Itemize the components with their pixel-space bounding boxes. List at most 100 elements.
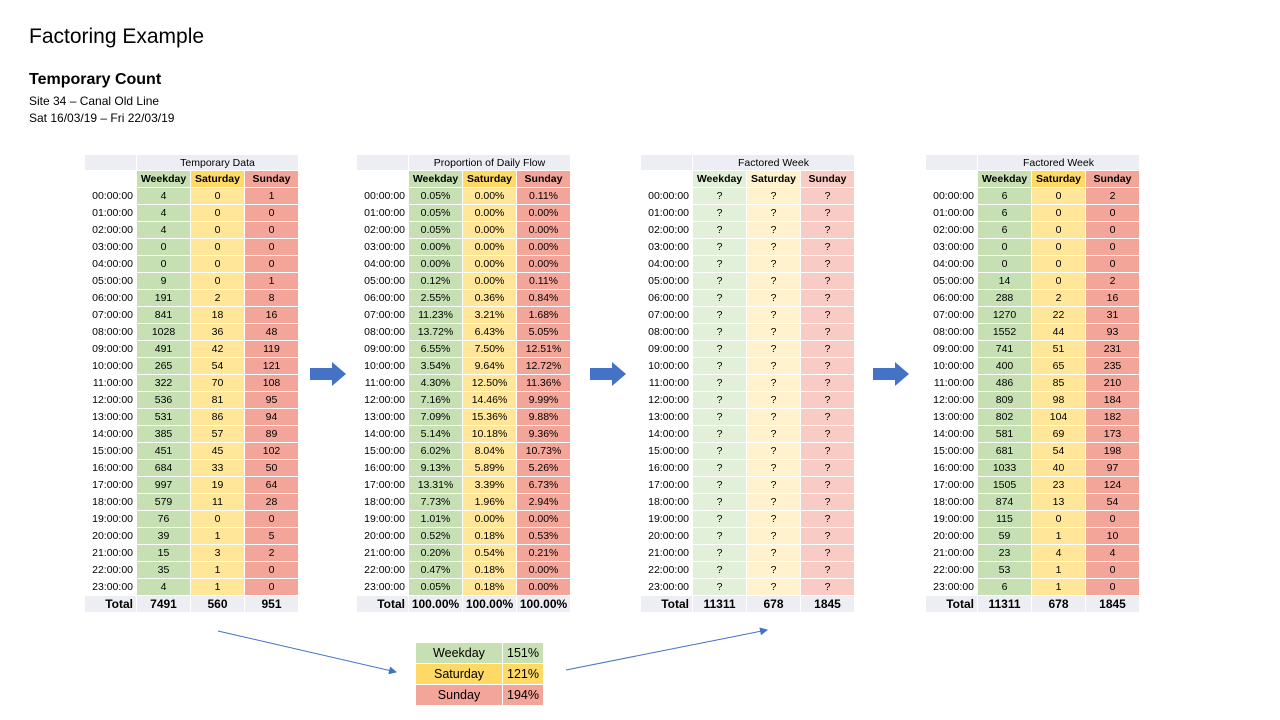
value-cell: 0.54%	[462, 544, 517, 562]
table-row: 09:00:00???	[640, 340, 855, 358]
value-cell: 874	[977, 493, 1032, 511]
value-cell: 3.39%	[462, 476, 517, 494]
value-cell: ?	[746, 578, 801, 596]
value-cell: 0	[190, 204, 245, 222]
value-cell: 1	[244, 272, 299, 290]
value-cell: 12.51%	[516, 340, 571, 358]
time-cell: 00:00:00	[84, 187, 137, 205]
value-cell: 0	[1085, 255, 1140, 273]
value-cell: ?	[746, 289, 801, 307]
value-cell: ?	[746, 340, 801, 358]
table-row: 07:00:00???	[640, 306, 855, 324]
value-cell: 44	[1031, 323, 1086, 341]
value-cell: ?	[746, 221, 801, 239]
value-cell: 81	[190, 391, 245, 409]
time-cell: 04:00:00	[356, 255, 409, 273]
value-cell: 10	[1085, 527, 1140, 545]
time-cell: 00:00:00	[640, 187, 693, 205]
table-title-row: Proportion of Daily Flow	[356, 154, 571, 171]
value-cell: 0.00%	[516, 238, 571, 256]
table-row: 06:00:00???	[640, 289, 855, 307]
value-cell: 802	[977, 408, 1032, 426]
time-cell: 22:00:00	[84, 561, 137, 579]
table-row: 14:00:00 5.14% 10.18% 9.36%	[356, 425, 571, 443]
value-cell: ?	[692, 510, 747, 528]
time-cell: 10:00:00	[84, 357, 137, 375]
value-cell: 104	[1031, 408, 1086, 426]
table-row: 04:00:00 0.00% 0.00% 0.00%	[356, 255, 571, 273]
value-cell: 18	[190, 306, 245, 324]
value-cell: 841	[136, 306, 191, 324]
time-cell: 12:00:00	[84, 391, 137, 409]
time-cell: 22:00:00	[640, 561, 693, 579]
time-cell: 12:00:00	[356, 391, 409, 409]
value-cell: 0.47%	[408, 561, 463, 579]
table-row: 18:00:00 7.73% 1.96% 2.94%	[356, 493, 571, 511]
value-cell: 0	[244, 238, 299, 256]
total-value: 100.00%	[516, 595, 571, 613]
value-cell: 1	[190, 527, 245, 545]
column-header: Weekday	[408, 170, 463, 188]
value-cell: 451	[136, 442, 191, 460]
time-cell: 09:00:00	[925, 340, 978, 358]
value-cell: ?	[692, 187, 747, 205]
value-cell: 97	[1085, 459, 1140, 477]
value-cell: 0.00%	[516, 578, 571, 596]
total-value: 11311	[692, 595, 747, 613]
value-cell: 22	[1031, 306, 1086, 324]
value-cell: 235	[1085, 357, 1140, 375]
table-row: 17:00:00 13.31% 3.39% 6.73%	[356, 476, 571, 494]
blank-cell	[356, 170, 409, 188]
temporary-data-table: Temporary Data Weekday Saturday Sunday 00:00…	[84, 154, 299, 613]
table-row: 12:00:00 809 98 184	[925, 391, 1140, 409]
value-cell: ?	[800, 425, 855, 443]
value-cell: ?	[746, 306, 801, 324]
time-cell: 16:00:00	[640, 459, 693, 477]
column-header: Saturday	[462, 170, 517, 188]
value-cell: 0.11%	[516, 187, 571, 205]
time-cell: 17:00:00	[84, 476, 137, 494]
time-cell: 18:00:00	[84, 493, 137, 511]
time-cell: 16:00:00	[356, 459, 409, 477]
column-header: Saturday	[1031, 170, 1086, 188]
value-cell: 2	[1085, 187, 1140, 205]
value-cell: ?	[746, 272, 801, 290]
value-cell: 231	[1085, 340, 1140, 358]
time-cell: 06:00:00	[925, 289, 978, 307]
value-cell: 42	[190, 340, 245, 358]
table-row: 07:00:00 841 18 16	[84, 306, 299, 324]
value-cell: 0.18%	[462, 527, 517, 545]
table-row: 01:00:00 6 0 0	[925, 204, 1140, 222]
value-cell: 6	[977, 221, 1032, 239]
table-row: 23:00:00???	[640, 578, 855, 596]
time-cell: 22:00:00	[925, 561, 978, 579]
total-value: 100.00%	[462, 595, 517, 613]
value-cell: ?	[800, 340, 855, 358]
time-cell: 07:00:00	[356, 306, 409, 324]
time-cell: 18:00:00	[640, 493, 693, 511]
value-cell: 322	[136, 374, 191, 392]
table-row: 15:00:00???	[640, 442, 855, 460]
value-cell: 4.30%	[408, 374, 463, 392]
time-cell: 03:00:00	[925, 238, 978, 256]
value-cell: 809	[977, 391, 1032, 409]
total-value: 11311	[977, 595, 1032, 613]
table-row: 16:00:00 9.13% 5.89% 5.26%	[356, 459, 571, 477]
time-cell: 01:00:00	[640, 204, 693, 222]
value-cell: ?	[692, 306, 747, 324]
value-cell: 0	[1085, 561, 1140, 579]
time-cell: 09:00:00	[84, 340, 137, 358]
value-cell: 684	[136, 459, 191, 477]
time-cell: 15:00:00	[640, 442, 693, 460]
value-cell: ?	[800, 289, 855, 307]
table-title-row: Factored Week	[640, 154, 855, 171]
value-cell: 0.11%	[516, 272, 571, 290]
time-cell: 20:00:00	[640, 527, 693, 545]
blank-cell	[925, 170, 978, 188]
value-cell: 98	[1031, 391, 1086, 409]
value-cell: 0.00%	[462, 238, 517, 256]
table-row: 15:00:00 451 45 102	[84, 442, 299, 460]
table-row: 13:00:00???	[640, 408, 855, 426]
total-value: 951	[244, 595, 299, 613]
